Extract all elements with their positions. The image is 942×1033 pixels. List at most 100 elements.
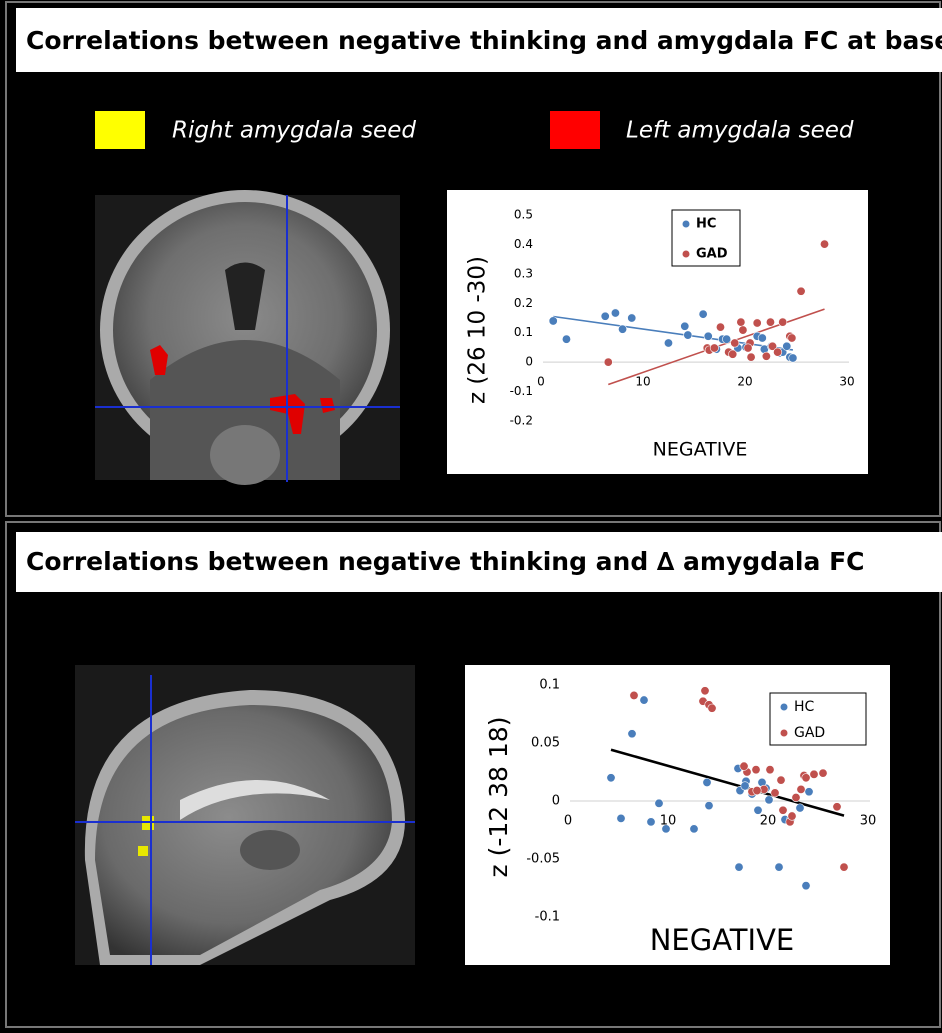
x-tick-label: 20 xyxy=(737,375,752,389)
point xyxy=(782,341,792,351)
point xyxy=(801,881,811,891)
legend-label: GAD xyxy=(696,247,728,262)
point xyxy=(610,308,620,318)
point xyxy=(796,784,806,794)
point xyxy=(548,316,558,326)
y-tick-label: 0.3 xyxy=(514,266,533,280)
point xyxy=(818,768,828,778)
panel-title: Correlations between negative thinking a… xyxy=(26,26,942,55)
point xyxy=(752,318,762,328)
point xyxy=(753,805,763,815)
x-axis-label: NEGATIVE xyxy=(653,439,748,461)
point xyxy=(639,695,649,705)
legend-marker xyxy=(780,703,788,711)
point xyxy=(809,769,819,779)
point xyxy=(736,317,746,327)
y-tick-label: -0.05 xyxy=(526,852,560,867)
point xyxy=(734,862,744,872)
point xyxy=(738,325,748,335)
point xyxy=(796,286,806,296)
point xyxy=(839,862,849,872)
point xyxy=(787,811,797,821)
y-axis-label: z (26 10 -30) xyxy=(465,256,491,404)
point xyxy=(683,330,693,340)
point xyxy=(627,313,637,323)
y-tick-label: -0.1 xyxy=(535,910,560,925)
point xyxy=(704,801,714,811)
point xyxy=(765,765,775,775)
y-tick-label: 0.2 xyxy=(514,296,533,310)
legend-box xyxy=(769,692,867,746)
point xyxy=(646,817,656,827)
point xyxy=(606,773,616,783)
seed-swatch xyxy=(95,111,145,149)
y-tick-label: 0.1 xyxy=(539,678,560,693)
point xyxy=(765,317,775,327)
point xyxy=(707,703,717,713)
seed-label: Right amygdala seed xyxy=(172,118,416,144)
coronal-brain-image xyxy=(95,190,400,485)
x-tick-label: 20 xyxy=(760,814,777,829)
y-tick-label: 0 xyxy=(552,794,560,809)
point xyxy=(627,729,637,739)
point xyxy=(804,787,814,797)
legend-marker xyxy=(780,729,788,737)
point xyxy=(703,331,713,341)
point xyxy=(739,761,749,771)
point xyxy=(776,775,786,785)
point xyxy=(722,334,732,344)
legend-marker xyxy=(682,220,690,228)
y-tick-label: 0 xyxy=(525,355,533,369)
x-tick-label: 30 xyxy=(860,814,877,829)
panel-frame xyxy=(5,1,941,517)
point xyxy=(774,862,784,872)
seed-swatch xyxy=(550,111,600,149)
point xyxy=(600,311,610,321)
point xyxy=(767,341,777,351)
point xyxy=(746,352,756,362)
x-tick-label: 10 xyxy=(635,375,650,389)
point xyxy=(654,798,664,808)
point xyxy=(773,347,783,357)
point xyxy=(787,333,797,343)
x-axis-label: NEGATIVE xyxy=(650,923,795,957)
panel-title: Correlations between negative thinking a… xyxy=(26,547,865,576)
point xyxy=(751,765,761,775)
point xyxy=(730,338,740,348)
point xyxy=(629,690,639,700)
point xyxy=(561,334,571,344)
point xyxy=(740,781,750,791)
seed-label: Left amygdala seed xyxy=(626,118,854,144)
point xyxy=(801,773,811,783)
point xyxy=(618,324,628,334)
point xyxy=(702,777,712,787)
point xyxy=(778,805,788,815)
point xyxy=(663,338,673,348)
point xyxy=(791,793,801,803)
legend-label: HC xyxy=(794,699,815,715)
point xyxy=(778,317,788,327)
x-tick-label: 10 xyxy=(660,814,677,829)
point xyxy=(603,357,613,367)
point xyxy=(700,686,710,696)
panel-title-box xyxy=(16,8,942,72)
point xyxy=(795,803,805,813)
x-tick-label: 30 xyxy=(839,375,854,389)
point xyxy=(820,239,830,249)
point xyxy=(709,343,719,353)
legend-label: HC xyxy=(696,217,716,232)
panel-frame xyxy=(5,521,941,1028)
y-tick-label: 0.1 xyxy=(514,325,533,339)
y-tick-label: -0.2 xyxy=(510,414,533,428)
y-axis-label: z (-12 38 18) xyxy=(484,717,513,878)
legend-box xyxy=(671,209,741,267)
point xyxy=(616,813,626,823)
point xyxy=(680,321,690,331)
point xyxy=(689,824,699,834)
point xyxy=(788,353,798,363)
point xyxy=(757,333,767,343)
trendline xyxy=(610,748,845,817)
legend-marker xyxy=(682,250,690,258)
y-tick-label: 0.05 xyxy=(531,736,560,751)
